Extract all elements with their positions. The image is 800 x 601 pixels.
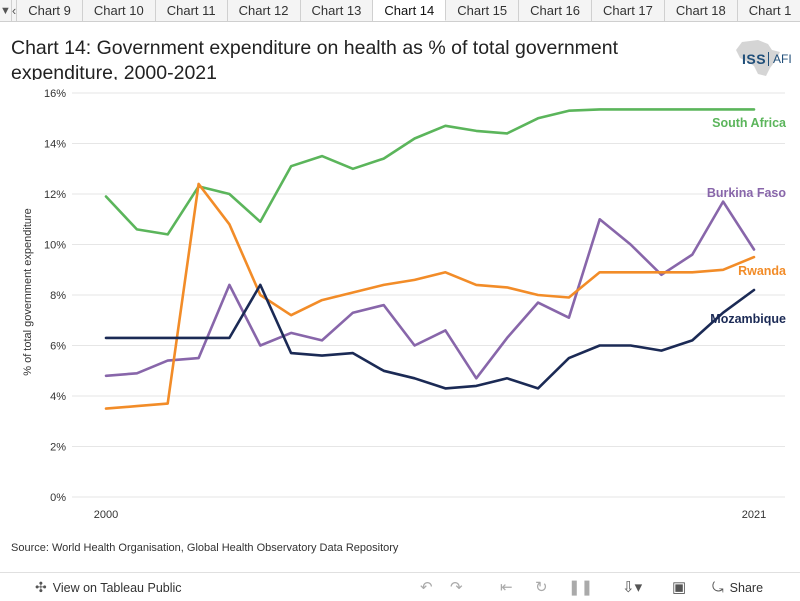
share-icon: ⤿ — [712, 579, 724, 595]
series-label-mozambique: Mozambique — [710, 312, 786, 326]
gridlines — [72, 92, 785, 498]
tab-chart-9[interactable]: Chart 9 — [17, 0, 83, 21]
tab-chart-1[interactable]: Chart 1 — [737, 0, 800, 21]
x-tick-label: 2021 — [742, 509, 766, 521]
tab-list: Chart 9 Chart 10 Chart 11 Chart 12 Chart… — [17, 0, 800, 21]
series-labels: South Africa Burkina Faso Rwanda Mozambique — [707, 116, 787, 326]
y-tick-label: 6% — [50, 341, 66, 353]
tableau-logo-icon: ✣ — [35, 579, 47, 595]
tab-chart-13[interactable]: Chart 13 — [300, 0, 374, 21]
x-axis-ticks: 2000 2021 — [94, 509, 766, 521]
share-label: Share — [729, 580, 764, 595]
series-line-mozambique — [104, 283, 756, 390]
africa-map-logo-icon — [736, 40, 780, 76]
share-button[interactable]: ⤿ Share — [712, 579, 763, 596]
series-lines — [104, 108, 756, 410]
series-label-south-africa: South Africa — [712, 116, 787, 130]
undo-icon[interactable]: ↶ — [420, 579, 433, 596]
y-tick-label: 12% — [44, 189, 66, 201]
y-axis-label: % of total government expenditure — [22, 208, 34, 376]
tableau-toolbar: ✣ View on Tableau Public ↶ ↷ ⇤ ↻ ❚❚ ⇩▾ ▣… — [0, 572, 800, 601]
tab-chart-17[interactable]: Chart 17 — [592, 0, 665, 21]
y-tick-label: 4% — [50, 391, 66, 403]
page-title: Chart 14: Government expenditure on heal… — [11, 37, 619, 80]
refresh-icon[interactable]: ↻ — [535, 579, 548, 596]
y-axis-ticks: 0% 2% 4% 6% 8% 10% 12% 14% 16% — [44, 88, 66, 504]
series-label-burkina-faso: Burkina Faso — [707, 186, 787, 200]
y-tick-label: 10% — [44, 240, 66, 252]
redo-icon[interactable]: ↷ — [450, 579, 463, 596]
series-line-rwanda — [104, 182, 756, 410]
source-note: Source: World Health Organisation, Globa… — [11, 542, 399, 554]
pause-icon[interactable]: ❚❚ — [568, 579, 594, 596]
revert-icon[interactable]: ⇤ — [500, 579, 513, 596]
y-tick-label: 16% — [44, 88, 66, 100]
y-tick-label: 8% — [50, 290, 66, 302]
series-line-burkina-faso — [104, 200, 756, 380]
sheet-tab-bar: ▼ ‹ Chart 9 Chart 10 Chart 11 Chart 12 C… — [0, 0, 800, 22]
chevron-left-icon[interactable]: ‹ — [12, 0, 18, 21]
series-line-south-africa — [104, 108, 756, 236]
y-tick-label: 14% — [44, 139, 66, 151]
line-chart: 0% 2% 4% 6% 8% 10% 12% 14% 16% 2000 2021 % of tot… — [22, 88, 787, 521]
view-on-tableau-button[interactable]: ✣ View on Tableau Public — [35, 579, 182, 596]
y-tick-label: 0% — [50, 492, 66, 504]
tab-chart-11[interactable]: Chart 11 — [155, 0, 228, 21]
tab-chart-16[interactable]: Chart 16 — [519, 0, 593, 21]
tab-chart-14[interactable]: Chart 14 — [373, 0, 447, 21]
y-tick-label: 2% — [50, 442, 66, 454]
logo-subtext: AFI — [768, 52, 792, 66]
tab-chart-15[interactable]: Chart 15 — [446, 0, 520, 21]
view-on-tableau-label: View on Tableau Public — [52, 580, 182, 595]
tab-chart-12[interactable]: Chart 12 — [227, 0, 301, 21]
tab-chart-10[interactable]: Chart 10 — [82, 0, 156, 21]
x-tick-label: 2000 — [94, 509, 118, 521]
fullscreen-icon[interactable]: ▣ — [672, 579, 687, 596]
chevron-down-icon[interactable]: ▼ — [0, 0, 12, 21]
series-label-rwanda: Rwanda — [738, 264, 787, 278]
tab-chart-18[interactable]: Chart 18 — [664, 0, 738, 21]
download-icon[interactable]: ⇩▾ — [622, 579, 643, 596]
logo-text: ISS — [742, 51, 767, 67]
